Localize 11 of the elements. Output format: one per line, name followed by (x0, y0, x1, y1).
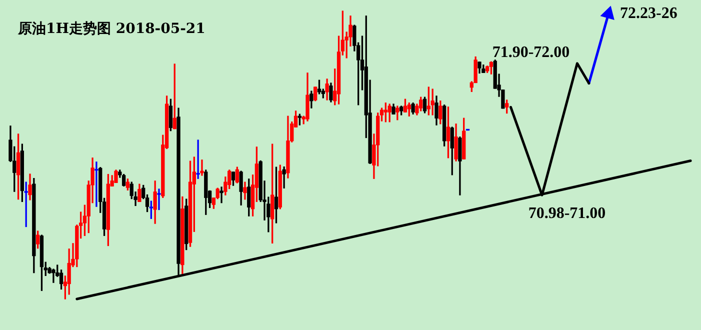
candlestick (200, 160, 204, 176)
annotation: 71.90-72.00 (492, 44, 570, 62)
candlestick (52, 268, 56, 283)
annotation: 72.23-26 (620, 5, 678, 22)
candlestick (157, 188, 161, 210)
text: 原油1H走势图 2018-05-21 (17, 21, 206, 37)
annotation: 70.98-71.00 (528, 205, 606, 222)
candlestick (220, 186, 224, 204)
candlestick (196, 140, 200, 179)
candlestick (94, 162, 98, 207)
candlestick (282, 166, 286, 188)
